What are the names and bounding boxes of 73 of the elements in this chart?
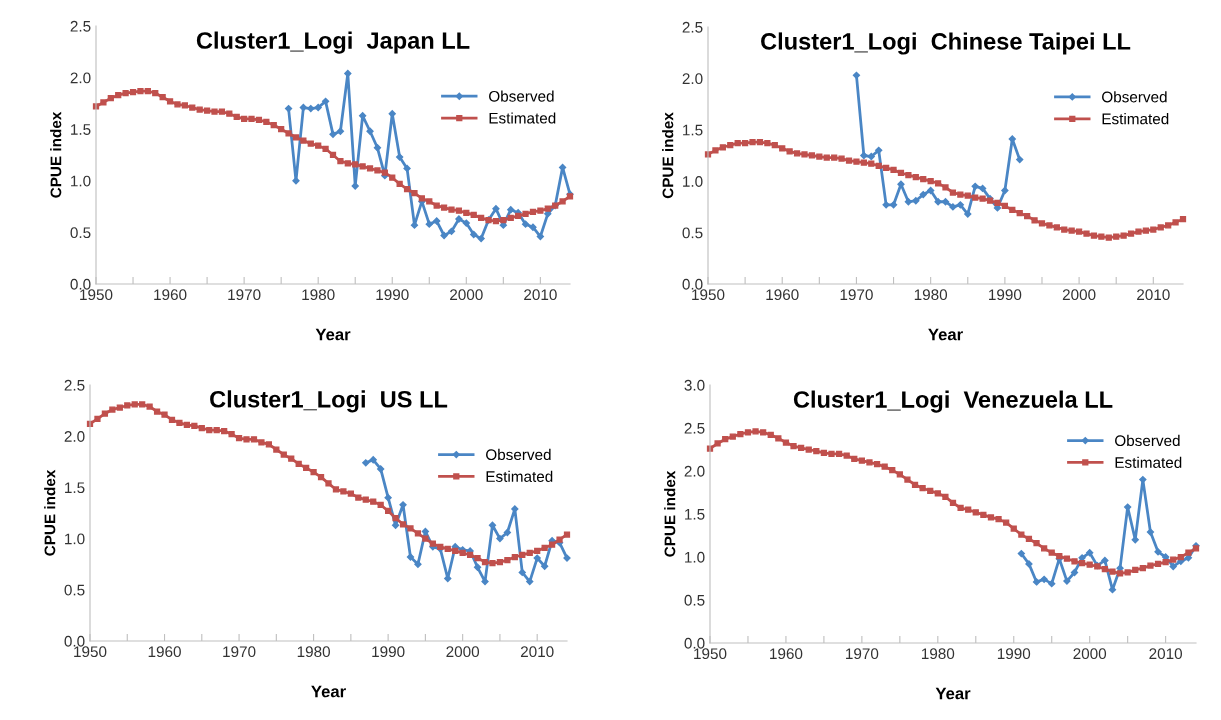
x-axis-title: Year (928, 328, 963, 341)
y-tick-label: 2.0 (684, 465, 705, 477)
y-tick-label: 0.0 (684, 637, 705, 649)
x-tick-label: 1960 (154, 289, 187, 301)
y-tick-label: 1.0 (71, 175, 91, 187)
x-tick-label: 2000 (1062, 289, 1096, 301)
x-tick-label: 1950 (692, 289, 725, 301)
chart-title: Cluster1_Logi Venezuela LL (793, 390, 1113, 413)
y-tick-label: 0.5 (70, 227, 91, 239)
x-tick-label: 1980 (297, 646, 330, 658)
y-axis-title: CPUE index (44, 469, 56, 556)
x-tick-label: 2010 (1149, 648, 1183, 660)
x-axis-title: Year (935, 687, 971, 700)
y-axis-title: CPUE index (664, 470, 676, 557)
y-tick-label: 1.0 (683, 176, 703, 187)
y-tick-label: 2.5 (684, 422, 705, 434)
x-tick-label: 1980 (914, 289, 948, 301)
legend-label: Observed (486, 448, 551, 461)
y-tick-label: 2.5 (682, 21, 703, 33)
x-tick-label: 1990 (989, 289, 1022, 301)
x-tick-label: 2010 (520, 646, 554, 658)
legend-label: Observed (1102, 91, 1167, 103)
chart-title: Cluster1_Logi Chinese Taipei LL (761, 32, 1131, 55)
x-tick-label: 2000 (450, 289, 483, 301)
y-axis-title: CPUE index (662, 112, 674, 199)
x-tick-label: 2010 (1137, 289, 1170, 301)
x-tick-label: 1950 (80, 289, 113, 301)
x-tick-label: 1960 (770, 648, 803, 660)
y-tick-label: 3.0 (684, 379, 705, 391)
legend-label: Estimated (1115, 456, 1182, 468)
y-tick-label: 0.0 (64, 635, 85, 647)
legend-label: Observed (489, 90, 554, 102)
y-tick-label: 1.0 (65, 533, 85, 545)
y-tick-label: 0.5 (682, 227, 703, 239)
x-tick-label: 1950 (74, 646, 107, 658)
x-tick-label: 1970 (840, 289, 873, 301)
x-tick-label: 2000 (446, 646, 480, 658)
y-tick-label: 0.0 (70, 278, 91, 290)
x-tick-label: 1960 (766, 289, 799, 301)
chart-title: Cluster1_Logi US LL (210, 390, 448, 413)
x-tick-label: 1970 (228, 289, 261, 301)
x-tick-label: 1990 (376, 289, 409, 301)
x-tick-label: 1990 (997, 648, 1031, 660)
legend-label: Estimated (489, 112, 556, 124)
y-tick-label: 2.0 (64, 431, 85, 442)
x-tick-label: 1990 (372, 646, 405, 658)
y-tick-label: 0.0 (682, 278, 703, 290)
legend-label: Observed (1115, 434, 1180, 447)
x-axis-title: Year (315, 328, 351, 341)
x-tick-label: 2010 (524, 289, 557, 301)
y-tick-label: 2.5 (64, 379, 85, 391)
chart-title: Cluster1_Logi Japan LL (196, 31, 470, 54)
y-tick-label: 1.5 (71, 124, 91, 135)
y-axis-title: CPUE index (50, 111, 62, 198)
legend-label: Estimated (486, 470, 553, 482)
x-tick-label: 1980 (921, 648, 955, 660)
x-tick-label: 1980 (302, 289, 335, 301)
y-tick-label: 1.5 (683, 124, 703, 136)
legend-label: Estimated (1102, 113, 1169, 125)
x-tick-label: 2000 (1073, 648, 1107, 660)
x-tick-label: 1970 (223, 646, 256, 658)
y-tick-label: 1.5 (685, 509, 705, 520)
y-tick-label: 0.5 (684, 594, 705, 606)
y-tick-label: 2.5 (70, 20, 91, 32)
y-tick-label: 0.5 (64, 584, 85, 596)
y-tick-label: 2.0 (682, 73, 703, 85)
y-tick-label: 2.0 (70, 72, 91, 84)
x-axis-title: Year (311, 685, 346, 698)
y-tick-label: 1.5 (65, 482, 85, 494)
x-tick-label: 1970 (846, 648, 879, 660)
x-tick-label: 1960 (148, 646, 181, 658)
x-tick-label: 1950 (694, 648, 727, 660)
y-tick-label: 1.0 (685, 551, 705, 563)
